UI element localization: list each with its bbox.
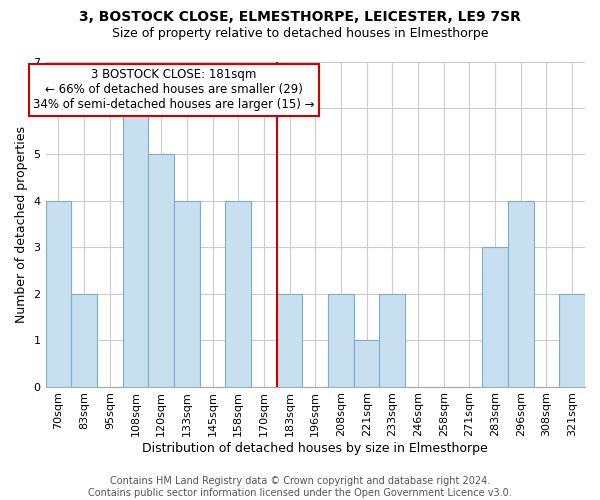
Bar [46,201,71,386]
Bar [482,248,508,386]
Bar [277,294,302,386]
Text: Size of property relative to detached houses in Elmesthorpe: Size of property relative to detached ho… [112,28,488,40]
Bar [354,340,379,386]
Bar [174,201,200,386]
Bar [71,294,97,386]
Bar [226,201,251,386]
Bar [508,201,533,386]
Bar [559,294,585,386]
Bar [122,108,148,386]
Y-axis label: Number of detached properties: Number of detached properties [15,126,28,322]
Bar [148,154,174,386]
Text: Contains HM Land Registry data © Crown copyright and database right 2024.
Contai: Contains HM Land Registry data © Crown c… [88,476,512,498]
X-axis label: Distribution of detached houses by size in Elmesthorpe: Distribution of detached houses by size … [142,442,488,455]
Text: 3 BOSTOCK CLOSE: 181sqm
← 66% of detached houses are smaller (29)
34% of semi-de: 3 BOSTOCK CLOSE: 181sqm ← 66% of detache… [33,68,315,112]
Bar [328,294,354,386]
Text: 3, BOSTOCK CLOSE, ELMESTHORPE, LEICESTER, LE9 7SR: 3, BOSTOCK CLOSE, ELMESTHORPE, LEICESTER… [79,10,521,24]
Bar [379,294,405,386]
